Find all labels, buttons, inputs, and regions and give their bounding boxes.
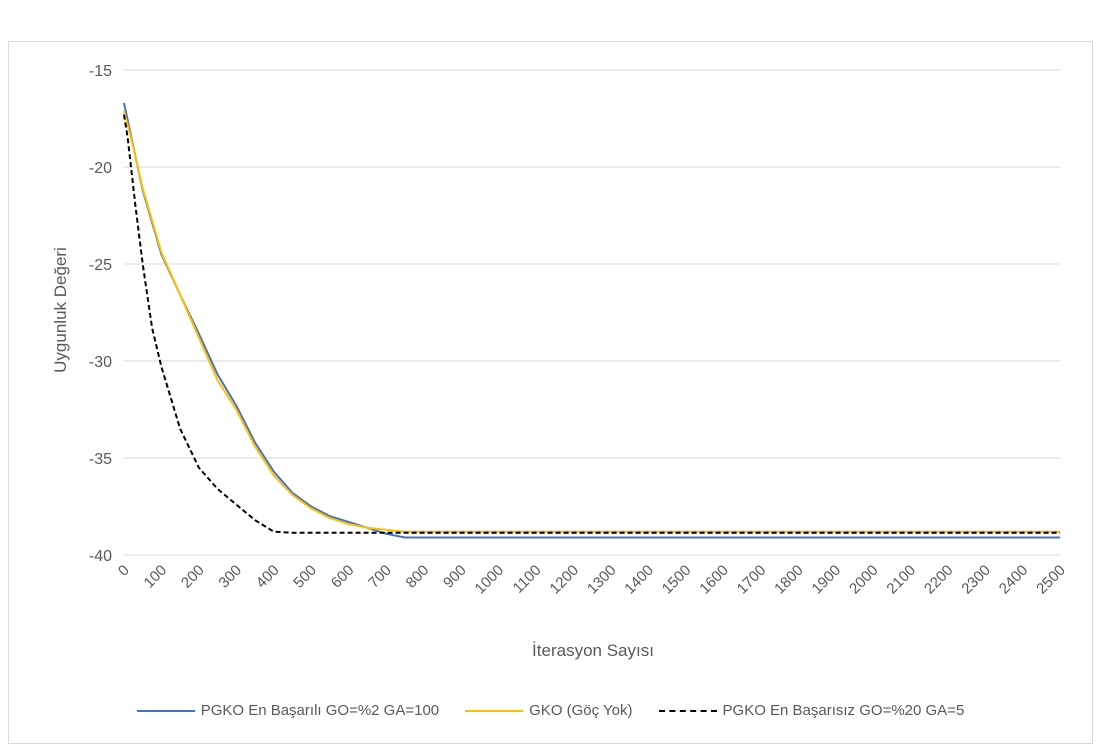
legend: PGKO En Başarılı GO=%2 GA=100 GKO (Göç Y… xyxy=(0,702,1101,719)
x-axis-label: İterasyon Sayısı xyxy=(532,641,654,660)
x-tick-label: 600 xyxy=(328,562,358,592)
x-tick-label: 200 xyxy=(178,562,208,592)
legend-swatch-best xyxy=(136,709,195,712)
y-tick-label: -30 xyxy=(89,354,112,371)
x-tick-label: 2500 xyxy=(1033,562,1069,598)
x-tick-label: 1600 xyxy=(696,562,732,598)
x-tick-label: 1100 xyxy=(510,562,545,597)
x-tick-label: 1700 xyxy=(734,562,770,598)
legend-item-worst: PGKO En Başarısız GO=%20 GA=5 xyxy=(658,702,965,719)
legend-item-best: PGKO En Başarılı GO=%2 GA=100 xyxy=(136,702,440,719)
grid-lines xyxy=(124,69,1060,556)
y-axis-ticks: -15 -20 -25 -30 -35 -40 xyxy=(89,63,112,565)
x-tick-label: 100 xyxy=(141,562,171,592)
y-tick-label: -15 xyxy=(89,63,112,80)
x-tick-label: 500 xyxy=(290,562,320,592)
x-tick-label: 2400 xyxy=(996,562,1032,598)
series-line-2 xyxy=(123,114,1060,534)
chart-frame xyxy=(8,41,1093,744)
x-tick-label: 1000 xyxy=(472,562,508,598)
x-tick-label: 1400 xyxy=(621,562,657,598)
y-tick-label: -40 xyxy=(89,548,112,565)
series-line-1 xyxy=(123,110,1060,533)
x-tick-label: 2200 xyxy=(921,562,957,598)
legend-item-gko: GKO (Göç Yok) xyxy=(465,702,633,719)
x-tick-label: 2300 xyxy=(958,562,994,598)
x-tick-label: 300 xyxy=(215,562,245,592)
x-axis-ticks: 0 100 200 300 400 500 600 700 800 900 1000 1100 1200… xyxy=(115,562,1069,598)
x-tick-label: 900 xyxy=(440,562,470,592)
x-tick-label: 1800 xyxy=(771,562,807,598)
legend-label-gko: GKO (Göç Yok) xyxy=(529,702,633,719)
x-tick-label: 1500 xyxy=(659,562,695,598)
legend-swatch-gko xyxy=(465,709,524,712)
x-tick-label: 800 xyxy=(403,562,433,592)
legend-label-best: PGKO En Başarılı GO=%2 GA=100 xyxy=(200,702,440,719)
x-tick-label: 700 xyxy=(365,562,395,592)
legend-label-worst: PGKO En Başarısız GO=%20 GA=5 xyxy=(722,702,965,719)
x-tick-label: 0 xyxy=(115,562,133,580)
legend-swatch-worst xyxy=(658,709,717,712)
x-tick-label: 1300 xyxy=(584,562,620,598)
series-line-0 xyxy=(123,102,1060,539)
x-tick-label: 400 xyxy=(253,562,283,592)
series-layer xyxy=(123,102,1060,539)
y-tick-label: -20 xyxy=(89,160,112,177)
y-axis-label: Uygunluk Değeri xyxy=(51,247,70,373)
y-tick-label: -25 xyxy=(89,257,112,274)
x-tick-label: 2100 xyxy=(883,562,919,598)
y-tick-label: -35 xyxy=(89,451,112,468)
x-tick-label: 2000 xyxy=(846,562,882,598)
x-tick-label: 1200 xyxy=(546,562,582,598)
x-tick-label: 1900 xyxy=(809,562,845,598)
